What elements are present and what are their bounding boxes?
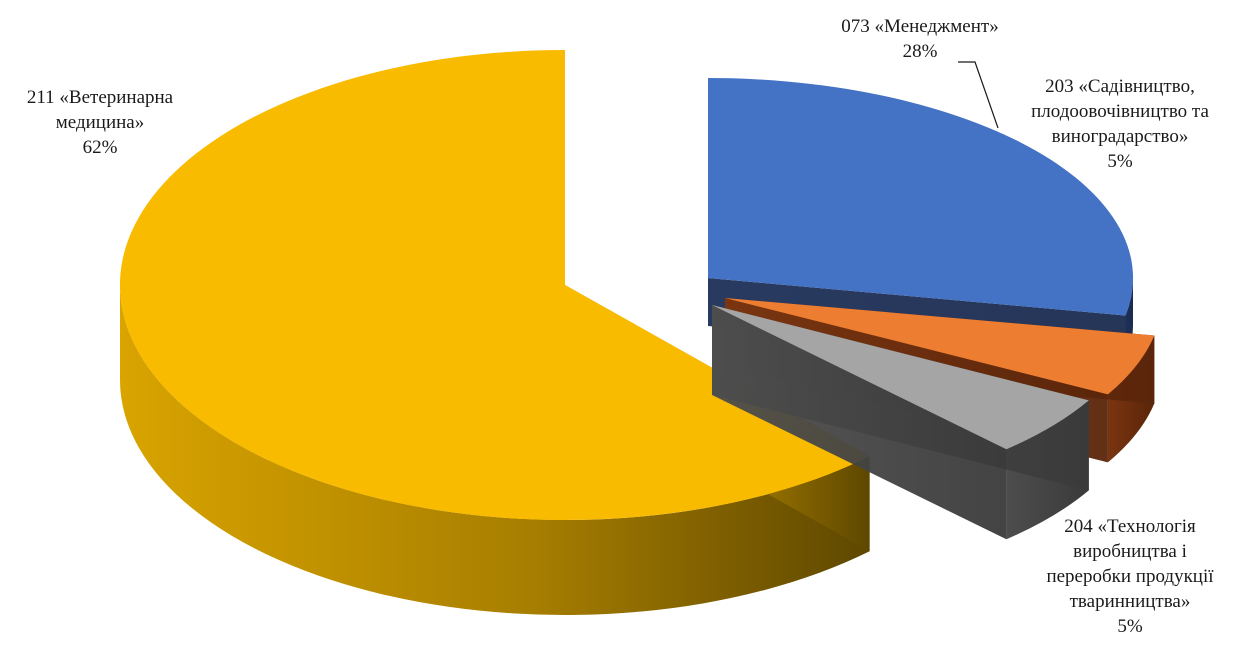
slice-value-label-0: 62% [83,137,118,158]
pie-slice-top-0 [119,50,870,520]
slice-value-label-2: 5% [1107,151,1133,172]
pie-slice-0 [119,50,870,615]
slice-name-line-3: тваринництва» [1070,591,1191,612]
slice-label-1: 073 «Менеджмент» 28% [841,16,998,62]
pie-slice-top-2 [725,298,1155,395]
slice-label-3: 204 «Технологія виробництва і переробки пр… [1046,516,1214,637]
slice-name-line-3: переробки продукції [1046,566,1214,587]
pie-slice-side-0-0 [120,285,870,615]
slice-value-label-3: 5% [1117,616,1143,637]
pie-slice-top-1 [708,78,1134,316]
slice-name-line-2: виноградарство» [1052,126,1189,147]
pie-slice-3 [712,305,1089,540]
slice-value-label-1: 28% [903,41,938,62]
slice-name-line-3: виробництва і [1073,541,1187,562]
slice-name-line-3: 204 «Технологія [1064,516,1196,537]
slice-label-0: 211 «Ветеринарна медицина» 62% [27,87,174,158]
slice-name-line-0: 211 «Ветеринарна [27,87,174,108]
slice-name-line-2: 203 «Садівництво, [1045,76,1195,97]
slice-name-line-1: 073 «Менеджмент» [841,16,998,37]
slice-label-2: 203 «Садівництво, плодоовочівництво та вин… [1031,76,1209,172]
slice-name-line-0: медицина» [56,112,144,133]
leader-line-1 [958,61,999,129]
pie-slice-top-3 [712,305,1089,450]
pie-slice-cut-3-1 [712,305,1007,540]
slice-name-line-2: плодоовочівництво та [1031,101,1209,122]
